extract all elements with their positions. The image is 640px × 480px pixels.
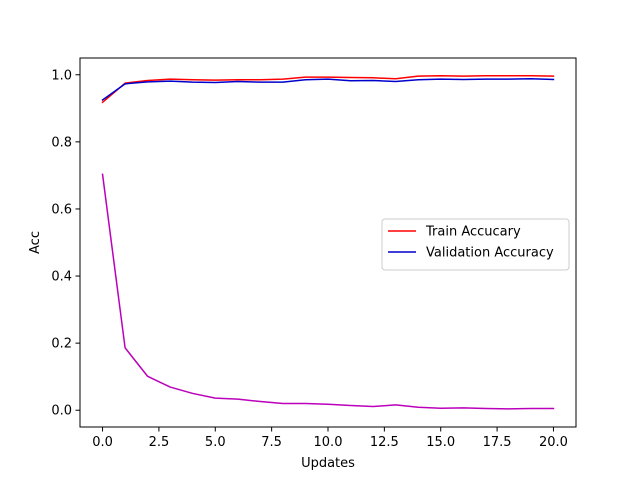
y-tick-label: 0.4 [51,270,72,285]
y-tick-label: 0.2 [51,337,72,352]
plot-frame [79,57,577,428]
x-tick-label: 5.0 [205,435,226,450]
legend-label: Validation Accuracy [426,246,554,261]
x-tick-label: 15.0 [426,435,455,450]
x-tick-label: 10.0 [314,435,343,450]
y-axis-ticks: 0.0 0.2 0.4 0.6 0.8 1.0 [51,68,80,419]
series-line-2 [101,78,555,101]
x-tick-label: 20.0 [539,435,568,450]
series-line-3 [101,173,555,410]
x-tick-label: 2.5 [149,435,170,450]
x-tick-label: 0.0 [92,435,113,450]
legend: Train Accucary Validation Accuracy [381,218,570,271]
y-tick-label: 1.0 [51,68,72,83]
legend-label: Train Accucary [425,225,521,240]
y-tick-label: 0.8 [51,135,72,150]
x-tick-label: 17.5 [483,435,512,450]
x-axis-ticks: 0.0 2.5 5.0 7.5 10.0 12.5 15.0 17.5 20.0 [92,427,568,450]
series-layer [101,75,555,410]
x-tick-label: 12.5 [370,435,399,450]
series-line-1 [101,75,555,104]
y-axis-label: Acc [28,231,43,254]
y-tick-label: 0.0 [51,404,72,419]
x-tick-label: 7.5 [261,435,282,450]
y-tick-label: 0.6 [51,202,72,217]
x-axis-label: Updates [301,456,355,471]
legend-box [381,218,570,271]
